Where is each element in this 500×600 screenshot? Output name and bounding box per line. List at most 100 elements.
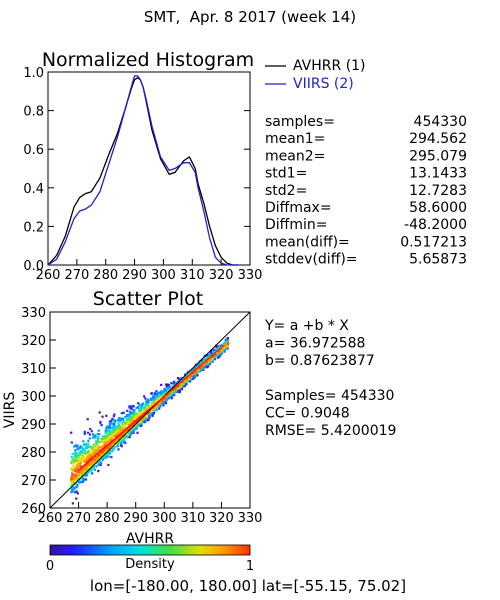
scatter-point bbox=[71, 472, 74, 475]
scatter-point bbox=[104, 438, 107, 442]
scatter-point bbox=[129, 434, 132, 437]
scatter-point bbox=[78, 462, 81, 465]
scatter-point bbox=[166, 393, 169, 396]
scatter-point bbox=[202, 368, 205, 371]
scatter-point bbox=[97, 437, 100, 440]
scatter-point bbox=[139, 422, 142, 425]
scatter-point bbox=[149, 405, 152, 408]
scatter-point bbox=[168, 394, 171, 398]
scatter-point bbox=[147, 418, 150, 421]
scatter-point bbox=[77, 479, 80, 483]
scatter-point bbox=[174, 388, 177, 391]
scatter-point bbox=[86, 418, 89, 421]
scatter-point bbox=[101, 458, 105, 461]
scatter-point bbox=[113, 434, 116, 437]
scatter-point bbox=[158, 402, 161, 405]
scatter-point bbox=[120, 439, 123, 442]
scatter-point bbox=[70, 467, 73, 470]
scatter-point bbox=[89, 465, 92, 468]
scatter-point bbox=[146, 403, 149, 406]
scatter-point bbox=[201, 366, 204, 369]
scatter-point bbox=[119, 417, 122, 420]
scatter-point bbox=[178, 389, 182, 392]
scatter-point bbox=[100, 437, 103, 440]
scatter-point bbox=[73, 479, 76, 482]
scatter-point bbox=[110, 431, 113, 434]
scatter-point bbox=[155, 394, 158, 397]
colorbar-gradient bbox=[49, 544, 251, 556]
scatter-point bbox=[76, 484, 79, 487]
scatter-point bbox=[110, 441, 113, 444]
scatter-point bbox=[145, 414, 148, 417]
scatter-point bbox=[95, 465, 98, 468]
scatter-point bbox=[73, 445, 76, 448]
scatter-point bbox=[127, 424, 130, 427]
scatter-xtick-label: 310 bbox=[180, 511, 205, 526]
scatter-point bbox=[87, 431, 90, 434]
scatter-point bbox=[219, 352, 223, 355]
scatter-point bbox=[147, 408, 150, 411]
scatter-point bbox=[127, 418, 130, 421]
scatter-point bbox=[132, 427, 136, 430]
scatter-point bbox=[92, 459, 95, 462]
scatter-point bbox=[188, 376, 191, 379]
scatter-point bbox=[223, 346, 226, 349]
scatter-point bbox=[206, 356, 209, 359]
scatter-point bbox=[74, 455, 77, 458]
scatter-point bbox=[150, 392, 153, 395]
scatter-ytick-label: 330 bbox=[21, 306, 46, 321]
scatter-point bbox=[166, 395, 169, 398]
scatter-point bbox=[94, 450, 98, 453]
scatter-point bbox=[224, 341, 227, 345]
scatter-point bbox=[209, 351, 212, 354]
scatter-point bbox=[138, 403, 141, 406]
scatter-point bbox=[132, 409, 135, 412]
scatter-point bbox=[192, 376, 195, 379]
scatter-point bbox=[89, 458, 92, 461]
scatter-point bbox=[87, 445, 90, 448]
scatter-point bbox=[167, 396, 170, 400]
scatter-point bbox=[117, 441, 120, 444]
scatter-point bbox=[127, 417, 130, 420]
scatter-point bbox=[209, 357, 212, 360]
scatter-point bbox=[98, 441, 101, 444]
scatter-point bbox=[83, 465, 86, 468]
scatter-point bbox=[160, 394, 164, 397]
scatter-point bbox=[220, 349, 223, 352]
scatter-point bbox=[131, 426, 134, 430]
scatter-point bbox=[155, 390, 158, 393]
scatter-point bbox=[226, 337, 229, 340]
scatter-point bbox=[75, 444, 79, 447]
scatter-point bbox=[169, 396, 172, 399]
scatter-point bbox=[112, 415, 115, 418]
histogram-xtick-label: 310 bbox=[180, 268, 205, 283]
scatter-point bbox=[108, 423, 111, 426]
scatter-point bbox=[105, 441, 108, 444]
scatter-point bbox=[82, 479, 85, 482]
scatter-point bbox=[154, 392, 157, 395]
scatter-point bbox=[78, 446, 81, 449]
scatter-point bbox=[167, 387, 170, 390]
scatter-point bbox=[121, 436, 124, 440]
scatter-point bbox=[209, 350, 212, 353]
scatter-point bbox=[132, 429, 136, 432]
scatter-point bbox=[104, 429, 107, 432]
scatter-point bbox=[161, 403, 164, 406]
stat-label: Diffmax= bbox=[265, 200, 332, 216]
scatter-xtick-label: 280 bbox=[95, 511, 120, 526]
scatter-point bbox=[101, 415, 104, 418]
scatter-point bbox=[176, 390, 180, 393]
scatter-point bbox=[215, 355, 218, 358]
scatter-point bbox=[71, 469, 74, 472]
scatter-point bbox=[165, 399, 168, 402]
scatter-point bbox=[130, 407, 133, 410]
scatter-point bbox=[177, 389, 180, 392]
scatter-point bbox=[162, 401, 165, 404]
scatter-point bbox=[146, 405, 149, 408]
scatter-point bbox=[139, 411, 142, 415]
scatter-point bbox=[208, 362, 211, 365]
histogram-ytick-label: 0.4 bbox=[23, 182, 44, 197]
scatter-point bbox=[89, 454, 92, 457]
histogram-xtick-label: 300 bbox=[151, 268, 176, 283]
scatter-point bbox=[195, 372, 198, 375]
